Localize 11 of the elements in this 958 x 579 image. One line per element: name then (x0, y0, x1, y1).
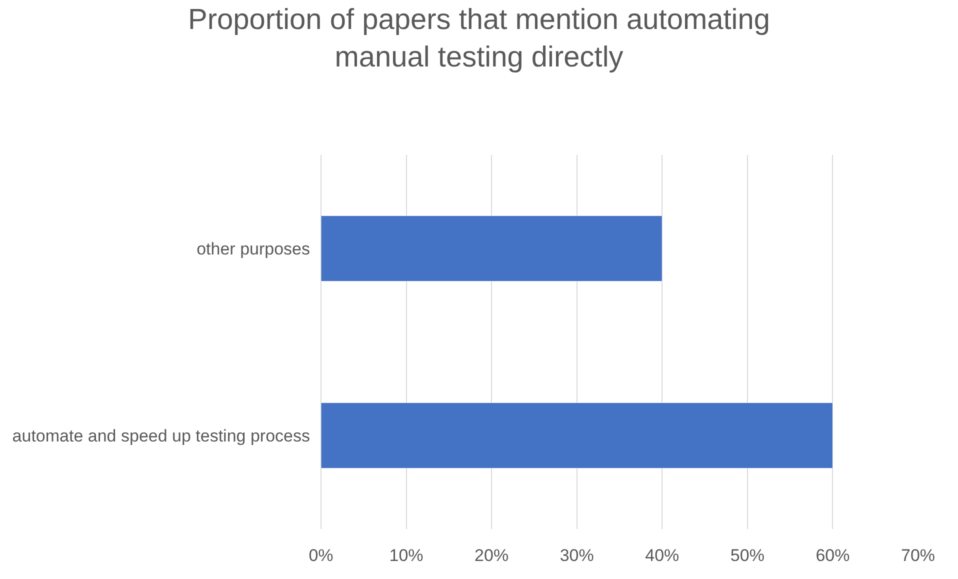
x-tick-label: 50% (730, 546, 764, 565)
x-tick-label: 0% (308, 546, 334, 565)
x-tick-label: 10% (389, 546, 424, 565)
y-tick-label: automate and speed up testing process (12, 426, 310, 446)
x-tick-label: 40% (645, 546, 680, 565)
chart-title: Proportion of papers that mention automating manual testing directly (188, 4, 770, 74)
x-tick-label: 20% (474, 546, 509, 565)
x-tick-label: 70% (900, 546, 936, 565)
x-tick-label: 60% (816, 546, 850, 565)
y-tick-label: other purposes (196, 239, 310, 258)
x-tick-label: 30% (560, 546, 594, 565)
